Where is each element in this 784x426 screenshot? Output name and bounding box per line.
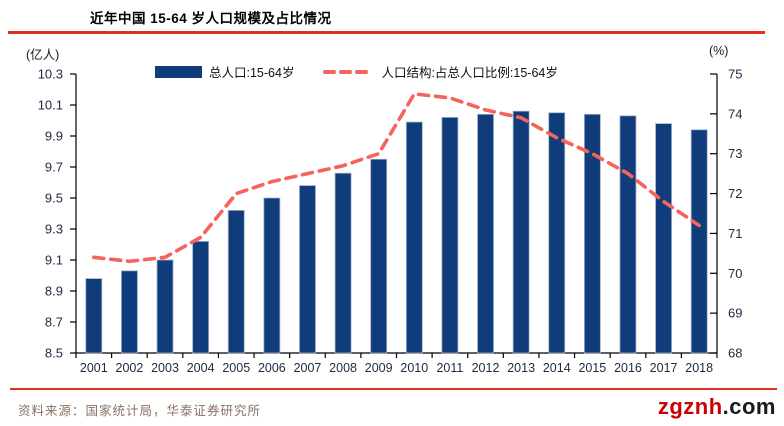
left-axis-tick-label: 9.5 xyxy=(45,191,63,206)
population-bar xyxy=(548,112,566,354)
legend-item-bars: 总人口:15-64岁 xyxy=(155,62,294,81)
left-axis-tick-label: 9.1 xyxy=(45,253,63,268)
dashed-line-swatch-icon xyxy=(323,69,374,74)
right-axis-tick-label: 72 xyxy=(728,186,742,201)
population-bar xyxy=(263,197,281,354)
left-axis-tick-label: 10.3 xyxy=(38,67,63,82)
chart-legend: 总人口:15-64岁 人口结构:占总人口比例:15-64岁 xyxy=(155,62,558,81)
population-bar xyxy=(441,117,459,354)
right-axis-tick-label: 73 xyxy=(728,146,742,161)
source-note: 资料来源：国家统计局，华泰证券研究所 xyxy=(18,403,262,418)
population-bar xyxy=(477,113,494,354)
x-axis-year-label: 2016 xyxy=(614,361,642,375)
x-axis-year-label: 2004 xyxy=(187,361,215,375)
population-bar xyxy=(334,172,352,354)
population-bar xyxy=(121,270,138,354)
footer-rule xyxy=(10,388,777,390)
right-axis-tick-label: 75 xyxy=(728,67,742,82)
right-axis-tick-label: 71 xyxy=(728,226,742,241)
x-axis-year-label: 2003 xyxy=(151,361,179,375)
x-axis-year-label: 2010 xyxy=(400,361,428,375)
x-axis-year-label: 2017 xyxy=(650,361,678,375)
legend-line-label: 人口结构:占总人口比例:15-64岁 xyxy=(381,66,558,80)
site-watermark: zgznh.com xyxy=(658,394,776,420)
left-axis-tick-label: 9.9 xyxy=(45,129,63,144)
right-axis-tick-label: 74 xyxy=(728,106,742,121)
population-bar xyxy=(156,259,174,354)
title-underline-rule xyxy=(8,31,765,34)
x-axis-year-label: 2011 xyxy=(436,361,463,375)
population-bar xyxy=(192,240,210,354)
x-axis-year-label: 2012 xyxy=(472,361,500,375)
population-bar xyxy=(619,115,637,354)
population-bar xyxy=(370,158,388,354)
population-bar xyxy=(512,110,530,354)
x-axis-year-label: 2007 xyxy=(294,361,322,375)
x-axis-year-label: 2015 xyxy=(578,361,606,375)
right-axis-unit-label: (%) xyxy=(709,44,729,58)
x-axis-year-label: 2002 xyxy=(116,361,144,375)
bar-series-swatch-icon xyxy=(155,65,202,78)
left-axis-unit-label: (亿人) xyxy=(26,48,60,62)
population-bar xyxy=(655,123,672,354)
population-bar xyxy=(690,129,708,354)
legend-item-line: 人口结构:占总人口比例:15-64岁 xyxy=(322,62,558,81)
right-axis-tick-label: 69 xyxy=(728,306,742,321)
right-axis-tick-label: 68 xyxy=(728,346,742,361)
x-axis-year-label: 2018 xyxy=(685,361,713,375)
x-axis-year-label: 2005 xyxy=(222,361,250,375)
population-bar xyxy=(299,185,316,354)
left-axis-tick-label: 8.9 xyxy=(45,284,63,299)
x-axis-year-label: 2001 xyxy=(80,361,108,375)
population-bar xyxy=(583,113,601,354)
chart-title: 近年中国 15-64 岁人口规模及占比情况 xyxy=(90,11,332,26)
population-bar xyxy=(227,209,245,354)
left-axis-tick-label: 10.1 xyxy=(38,98,63,113)
x-axis-year-label: 2014 xyxy=(543,361,571,375)
x-axis-year-label: 2009 xyxy=(365,361,393,375)
legend-bars-label: 总人口:15-64岁 xyxy=(209,66,295,80)
left-axis-tick-label: 8.5 xyxy=(45,346,63,361)
left-axis-tick-label: 8.7 xyxy=(45,315,63,330)
population-bar xyxy=(85,278,103,354)
population-bar xyxy=(405,121,423,354)
x-axis-year-label: 2013 xyxy=(507,361,535,375)
left-axis-tick-label: 9.3 xyxy=(45,222,63,237)
ratio-dashed-line xyxy=(92,92,701,264)
right-axis-tick-label: 70 xyxy=(728,266,742,281)
watermark-name: zgznh xyxy=(657,394,723,419)
x-axis-year-label: 2008 xyxy=(329,361,357,375)
watermark-tld: .com xyxy=(722,394,776,419)
x-axis-year-label: 2006 xyxy=(258,361,286,375)
left-axis-tick-label: 9.7 xyxy=(45,160,63,175)
